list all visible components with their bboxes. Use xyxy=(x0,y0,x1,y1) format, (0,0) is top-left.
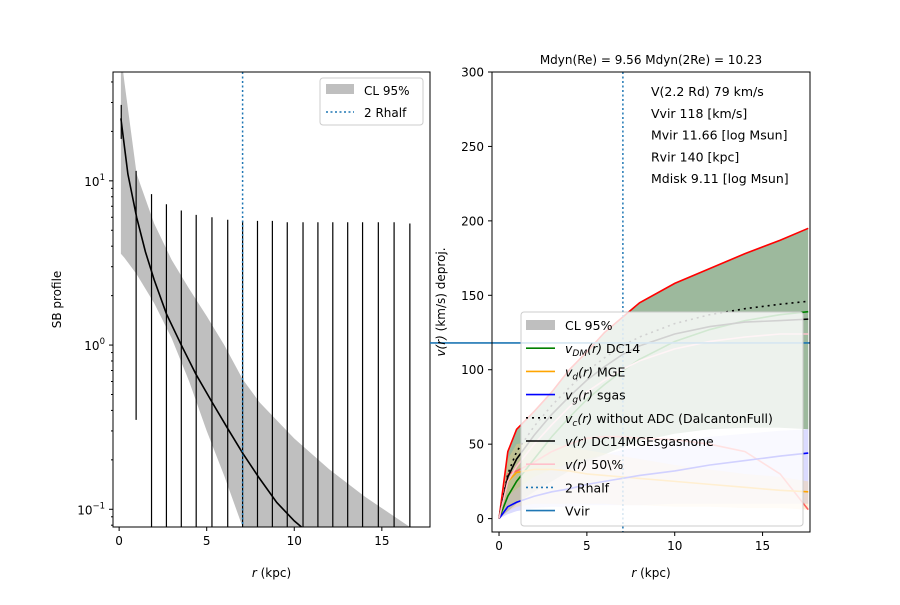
axes-frame xyxy=(112,71,431,528)
legend-label: v(r) 50\% xyxy=(565,457,623,472)
legend-arg: (r) xyxy=(587,341,602,356)
legend: CL 95% 2 Rhalf xyxy=(319,77,424,126)
legend-text: without ADC (DalcantonFull) xyxy=(592,411,773,426)
x-label-symbol: r xyxy=(252,566,258,580)
legend-symbol: v xyxy=(565,457,573,472)
legend-swatch xyxy=(526,320,555,330)
legend-label: CL 95% xyxy=(565,318,613,333)
y-tick-label: 100 xyxy=(84,337,105,353)
y-tick-label: 300 xyxy=(461,66,484,80)
x-tick-label: 10 xyxy=(667,539,682,553)
legend-frame xyxy=(520,311,804,527)
confidence-band xyxy=(120,72,410,527)
legend-label: CL 95% xyxy=(364,84,410,98)
legend-text: DC14 xyxy=(602,341,640,356)
annotation-text: Vvir 118 [km/s] xyxy=(651,106,747,121)
legend-text: 50\% xyxy=(587,457,623,472)
y-tick-label: 50 xyxy=(469,438,484,452)
legend-arg: (r) xyxy=(578,388,593,403)
y-tick-base: 10 xyxy=(84,175,99,189)
y-label-arg: (r) xyxy=(434,335,448,349)
y-tick-base: 10 xyxy=(84,339,99,353)
y-label-symbol: v xyxy=(434,349,448,357)
legend-symbol: v xyxy=(565,364,573,379)
legend-text: sgas xyxy=(593,388,626,403)
y-tick-exp: 1 xyxy=(100,173,105,183)
legend-symbol: v xyxy=(565,434,573,449)
legend-label: v(r) DC14MGEsgasnone xyxy=(565,434,714,449)
y-tick-exp: −1 xyxy=(92,501,105,511)
y-tick-label: 250 xyxy=(461,140,484,154)
legend-text: DC14MGEsgasnone xyxy=(587,434,714,449)
x-label-text: (kpc) xyxy=(257,566,291,580)
legend-symbol: v xyxy=(565,411,573,426)
legend-arg: (r) xyxy=(572,434,587,449)
x-axis-label: r (kpc) xyxy=(631,566,670,580)
legend-label: 2 Rhalf xyxy=(364,106,407,120)
x-axis-label: r (kpc) xyxy=(252,566,291,580)
legend-symbol: v xyxy=(565,388,573,403)
y-tick-label: 200 xyxy=(461,214,484,228)
y-axis-label: SB profile xyxy=(50,271,64,329)
legend-swatch-band xyxy=(326,84,354,94)
x-tick-label: 15 xyxy=(374,534,389,548)
legend-text: CL 95% xyxy=(565,318,613,333)
axes-frame xyxy=(491,71,811,533)
y-tick-label: 100 xyxy=(461,363,484,377)
annotation-text: Rvir 140 [kpc] xyxy=(651,149,739,164)
y-tick-label: 0 xyxy=(476,512,484,526)
annotation-text: V(2.2 Rd) 79 km/s xyxy=(651,84,764,99)
legend-arg: (r) xyxy=(578,364,593,379)
legend-subscript: c xyxy=(572,419,577,429)
legend-label: 2 Rhalf xyxy=(565,480,610,495)
x-label-text: (kpc) xyxy=(636,566,670,580)
plot-title: Mdyn(Re) = 9.56 Mdyn(2Re) = 10.23 xyxy=(540,53,762,67)
legend-subscript: d xyxy=(572,372,578,382)
x-tick-label: 5 xyxy=(583,539,591,553)
plot-area xyxy=(120,72,411,527)
legend-symbol: v xyxy=(565,341,573,356)
model-line xyxy=(120,118,303,527)
x-tick-label: 0 xyxy=(495,539,503,553)
legend-text: 2 Rhalf xyxy=(565,480,610,495)
legend-subscript: g xyxy=(572,396,578,406)
x-tick-label: 0 xyxy=(115,534,123,548)
x-tick-label: 15 xyxy=(755,539,770,553)
legend-label: vc(r) without ADC (DalcantonFull) xyxy=(565,411,773,429)
annotation-text: Mdisk 9.11 [log Msun] xyxy=(651,171,789,186)
y-tick-base: 10 xyxy=(77,503,92,517)
legend-text: Vvir xyxy=(565,504,590,519)
legend-subscript: DM xyxy=(572,349,587,359)
legend-arg: (r) xyxy=(572,457,587,472)
legend-label: Vvir xyxy=(565,504,590,519)
y-axis-label: v(r) (km/s) deproj. xyxy=(434,247,448,356)
x-tick-label: 10 xyxy=(287,534,302,548)
legend-text: MGE xyxy=(593,364,625,379)
y-tick-exp: 0 xyxy=(100,337,105,347)
y-tick-label: 150 xyxy=(461,289,484,303)
y-tick-label: 101 xyxy=(84,173,105,189)
y-label-text: (km/s) deproj. xyxy=(434,247,448,335)
annotation-text: Mvir 11.66 [log Msun] xyxy=(651,128,787,143)
legend-label: vDM(r) DC14 xyxy=(565,341,640,359)
x-label-symbol: r xyxy=(631,566,637,580)
legend-label: vg(r) sgas xyxy=(565,388,626,406)
legend-arg: (r) xyxy=(577,411,592,426)
x-tick-label: 5 xyxy=(203,534,211,548)
legend-label: vd(r) MGE xyxy=(565,364,625,382)
y-tick-label: 10−1 xyxy=(77,501,105,517)
